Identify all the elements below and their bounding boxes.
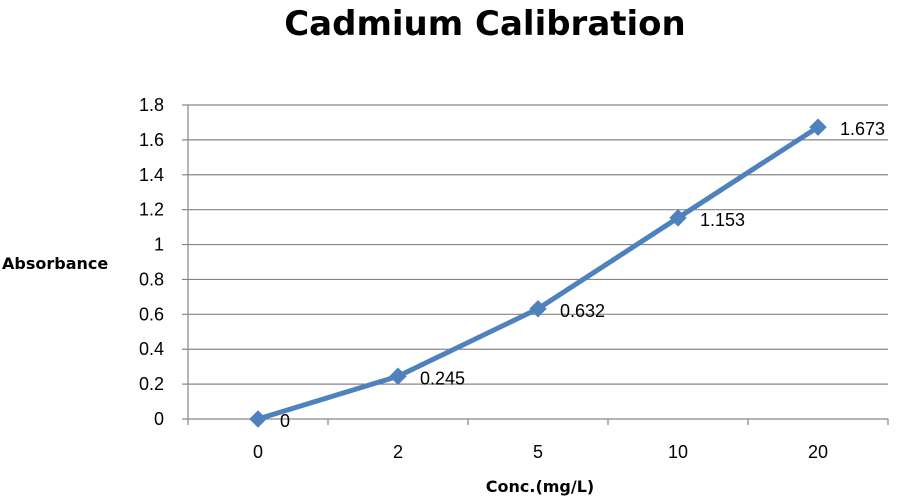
x-axis-title: Conc.(mg/L) [485, 477, 595, 496]
data-label: 1.153 [700, 210, 745, 230]
y-tick-label: 0.6 [139, 304, 164, 324]
y-tick-label: 1.6 [139, 130, 164, 150]
data-point-marker [529, 300, 547, 318]
data-label: 0.245 [420, 368, 465, 388]
y-tick-label: 1.2 [139, 200, 164, 220]
y-tick-label: 0.8 [139, 269, 164, 289]
series-line [257, 125, 820, 422]
y-tick-label: 0 [154, 409, 164, 429]
y-tick-label: 1.8 [139, 95, 164, 115]
x-tick-label: 20 [808, 442, 828, 462]
y-tick-label: 1 [154, 235, 164, 255]
data-point-marker [669, 209, 687, 227]
data-label: 0.632 [560, 301, 605, 321]
data-label: 1.673 [840, 119, 885, 139]
x-tick-label: 10 [668, 442, 688, 462]
chart-title: Cadmium Calibration [284, 4, 686, 44]
y-tick-label: 0.4 [139, 339, 164, 359]
x-tick-label: 5 [533, 442, 543, 462]
x-tick-label: 2 [393, 442, 403, 462]
data-point-marker [249, 410, 267, 428]
y-axis-title: Absorbance [2, 254, 109, 273]
data-point-marker [389, 367, 407, 385]
data-label: 0 [280, 411, 290, 431]
data-point-marker [809, 118, 827, 136]
x-tick-label: 0 [253, 442, 263, 462]
y-tick-label: 1.4 [139, 165, 164, 185]
y-tick-label: 0.2 [139, 374, 164, 394]
